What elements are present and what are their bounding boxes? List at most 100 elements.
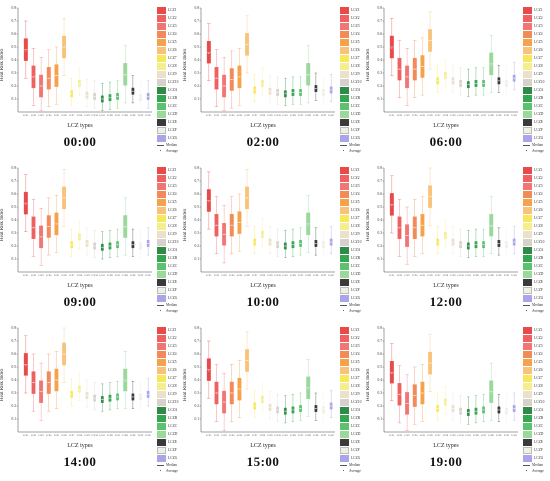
y-tick-label: 0.5	[12, 205, 17, 209]
legend-swatch	[157, 446, 166, 454]
average-marker	[513, 241, 515, 243]
x-tick-label: LCZA	[99, 274, 105, 277]
legend-item: LCZ3	[157, 22, 183, 30]
legend-swatch	[340, 406, 349, 414]
y-axis-label: Heat Risk Index	[366, 208, 371, 242]
y-tick-label: 0.8	[195, 326, 200, 330]
y-axis-label: Heat Risk Index	[0, 48, 5, 82]
average-marker	[254, 241, 256, 243]
legend-swatch	[157, 374, 166, 382]
average-marker	[48, 226, 50, 227]
average-dot-icon: •	[525, 308, 528, 313]
x-tick-label: LCZA	[282, 274, 288, 277]
average-marker	[117, 396, 119, 398]
average-marker	[55, 223, 57, 225]
legend-label: LCZ5	[351, 200, 360, 204]
y-tick-label: 0.1	[12, 97, 17, 101]
legend-label: LCZC	[168, 264, 178, 268]
legend-swatch	[523, 118, 532, 126]
x-tick-label: LCZ10	[91, 115, 98, 117]
average-marker	[55, 75, 57, 77]
legend-swatch	[523, 342, 532, 350]
average-marker	[307, 75, 309, 77]
legend: LCZ1 LCZ2 LCZ3 LCZ4 LCZ5 LCZ6 LCZ7 LCZ8 LCZ9 LCZ1…	[340, 166, 366, 314]
x-tick-label: LCZ1	[389, 275, 394, 277]
legend-swatch	[157, 126, 166, 134]
legend-swatch	[157, 406, 166, 414]
legend-label: LCZF	[168, 288, 177, 292]
average-marker	[216, 392, 217, 394]
legend-swatch	[157, 38, 166, 46]
legend-item: LCZ6	[157, 366, 183, 374]
legend-swatch	[157, 134, 166, 142]
x-tick-label: LCZA	[465, 434, 471, 437]
average-marker	[238, 388, 240, 390]
legend-swatch	[157, 230, 166, 238]
legend-label: LCZ2	[168, 176, 177, 180]
legend-label: LCZG	[534, 456, 544, 460]
y-tick-label: 0.7	[12, 19, 17, 23]
x-tick-label: LCZ5	[237, 435, 243, 437]
x-tick-label: LCZ6	[244, 115, 250, 117]
average-marker	[437, 241, 439, 243]
legend-item: LCZC	[157, 102, 183, 110]
legend-item: LCZ6	[523, 366, 549, 374]
legend-average-label: Average	[532, 309, 544, 313]
median-line-icon	[157, 464, 164, 466]
legend-item: LCZ1	[523, 6, 549, 14]
legend-swatch	[340, 14, 349, 22]
y-tick-label: 0.7	[378, 339, 383, 343]
legend-label: LCZ4	[351, 192, 360, 196]
legend-item: LCZG	[340, 134, 366, 142]
average-marker	[33, 382, 34, 384]
average-marker	[78, 237, 80, 239]
legend-swatch	[340, 262, 349, 270]
legend-swatch	[157, 78, 166, 86]
legend-swatch	[523, 86, 532, 94]
legend-item: LCZ6	[340, 366, 366, 374]
average-dot-icon: •	[159, 148, 162, 153]
y-tick-label: 0.5	[378, 205, 383, 209]
legend-label: LCZ9	[168, 232, 177, 236]
y-tick-label: 0.2	[12, 244, 17, 248]
y-tick-label: 0.7	[195, 19, 200, 23]
legend-label: LCZA	[534, 248, 544, 252]
x-tick-label: LCZ8	[443, 115, 449, 117]
legend-item: LCZ10	[340, 238, 366, 246]
legend-label: LCZ10	[351, 80, 362, 84]
legend-item: LCZ5	[523, 198, 549, 206]
legend-label: LCZ6	[534, 368, 543, 372]
average-marker	[391, 205, 393, 207]
legend-label: LCZ7	[351, 216, 360, 220]
legend-swatch	[340, 382, 349, 390]
legend-swatch	[340, 94, 349, 102]
legend-item: LCZ2	[340, 14, 366, 22]
legend-item: LCZA	[523, 246, 549, 254]
legend-item: LCZD	[523, 430, 549, 438]
x-tick-label: LCZ7	[69, 275, 75, 277]
legend-item: LCZ7	[157, 214, 183, 222]
average-marker	[429, 362, 431, 364]
y-tick-label: 0.7	[378, 179, 383, 183]
legend-item: LCZE	[340, 438, 366, 446]
legend-item: LCZD	[157, 270, 183, 278]
legend-swatch	[523, 454, 532, 462]
legend-label: LCZ2	[351, 16, 360, 20]
legend-label: LCZ6	[168, 48, 177, 52]
legend-item: LCZ4	[157, 350, 183, 358]
legend-average-label: Average	[166, 309, 178, 313]
legend-label: LCZ7	[351, 56, 360, 60]
legend-swatch	[523, 422, 532, 430]
y-tick-label: 0.3	[195, 71, 200, 75]
x-tick-label: LCZ10	[457, 435, 464, 437]
legend-label: LCZ2	[534, 336, 543, 340]
average-marker	[269, 241, 271, 243]
legend-item: LCZB	[523, 94, 549, 102]
x-tick-label: LCZ7	[435, 275, 441, 277]
x-tick-label: LCZ9	[84, 115, 89, 117]
legend-item: LCZ6	[157, 46, 183, 54]
legend-label: LCZ3	[168, 344, 177, 348]
x-tick-label: LCZC	[481, 275, 487, 277]
legend-item: LCZ9	[340, 230, 366, 238]
legend-label: LCZ6	[534, 48, 543, 52]
